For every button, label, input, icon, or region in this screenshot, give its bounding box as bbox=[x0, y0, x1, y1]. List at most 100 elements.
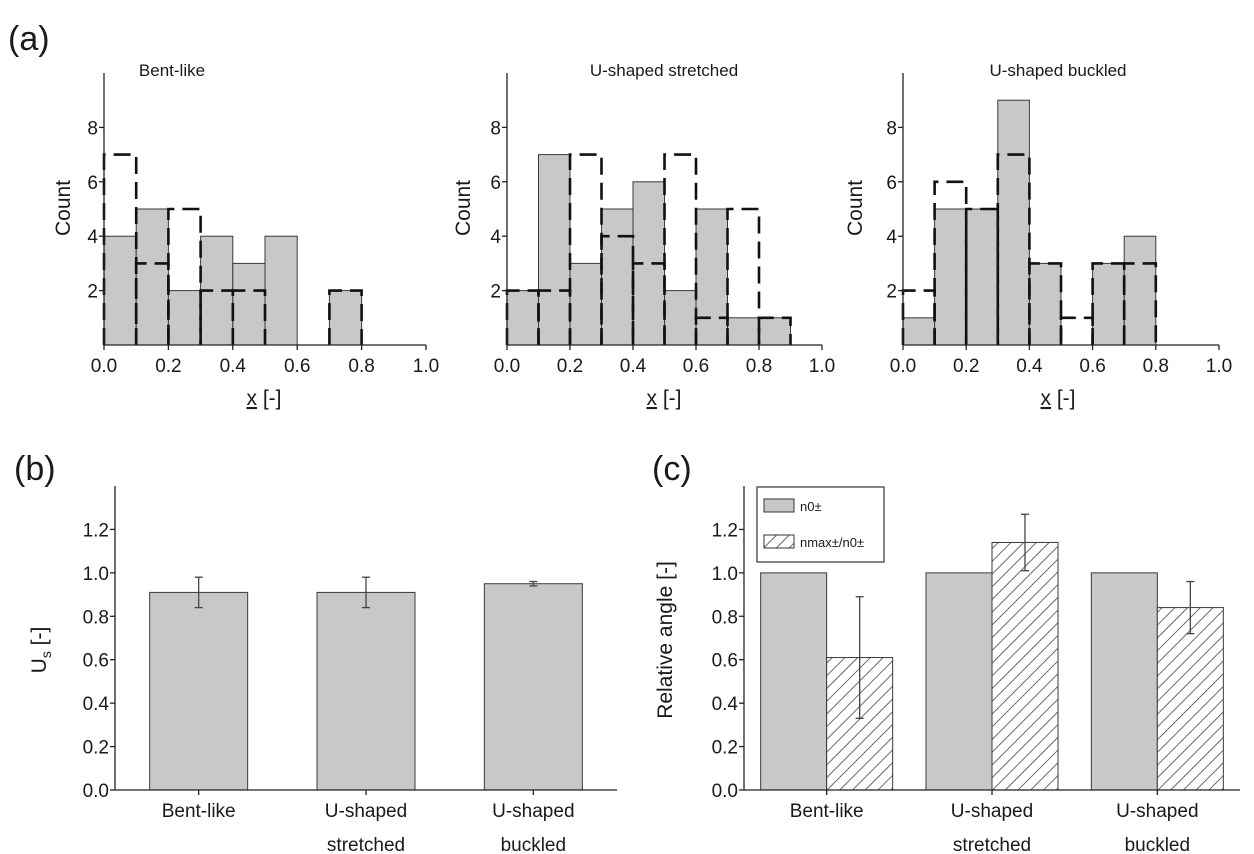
y-axis-label: Count bbox=[452, 180, 475, 236]
bar-filled bbox=[925, 572, 993, 791]
bar-filled bbox=[760, 572, 828, 791]
histogram-bar bbox=[1123, 235, 1157, 346]
x-tick-label: U-shaped bbox=[951, 801, 1033, 822]
x-axis-unit: [-] bbox=[657, 387, 682, 410]
y-tick-label: 0.4 bbox=[83, 694, 110, 715]
histogram-dashed-bar bbox=[167, 207, 202, 345]
y-tick-label: 2 bbox=[490, 282, 501, 303]
x-tick-label: Bent-like bbox=[790, 801, 864, 822]
panel-label-c: (c) bbox=[652, 450, 692, 488]
chart-title: Bent-like bbox=[139, 61, 205, 80]
y-tick-label: 1.2 bbox=[83, 520, 109, 541]
y-tick-label: 0.2 bbox=[712, 738, 738, 759]
histogram-dashed-bar bbox=[1122, 262, 1158, 345]
histogram-bar bbox=[538, 154, 571, 346]
x-tick-label: 0.6 bbox=[284, 356, 310, 377]
y-tick-label: 4 bbox=[87, 227, 98, 248]
histogram-bar bbox=[997, 99, 1030, 346]
legend-swatch-filled bbox=[763, 498, 795, 513]
y-tick-label: 6 bbox=[87, 173, 98, 194]
histogram-dashed-bar bbox=[231, 289, 267, 345]
legend-label-ratio: nmax±/n0± bbox=[800, 535, 864, 550]
histogram-dashed-bar bbox=[1028, 262, 1063, 345]
panel-label-b: (b) bbox=[14, 450, 56, 488]
histogram-dashed-bar bbox=[328, 289, 363, 345]
chart-panel-b: 0.0 0.2 0.4 0.6 0.8 1.0 1.2 Bent-like U-shaped st… bbox=[28, 486, 617, 854]
histogram-dashed-bar bbox=[1059, 316, 1094, 345]
x-tick-label: 0.4 bbox=[620, 356, 647, 377]
histogram-bar bbox=[758, 317, 791, 346]
y-tick-label: 0.6 bbox=[712, 651, 738, 672]
histogram-bar bbox=[902, 317, 936, 346]
x-tick-label: 1.0 bbox=[1206, 356, 1232, 377]
histogram-dashed-bar bbox=[102, 153, 138, 345]
histogram-dashed-bar bbox=[663, 153, 698, 345]
x-tick-label: 0.0 bbox=[890, 356, 916, 377]
y-tick-label: 6 bbox=[490, 173, 501, 194]
y-tick-label: 0.8 bbox=[83, 607, 109, 628]
y-tick-label: 0.6 bbox=[83, 651, 109, 672]
histogram-bar bbox=[569, 262, 602, 346]
x-axis-label: x [-] bbox=[247, 387, 282, 410]
y-tick-label: 4 bbox=[490, 227, 501, 248]
chart-title: U-shaped stretched bbox=[590, 61, 738, 80]
x-tick-label: 0.4 bbox=[220, 356, 247, 377]
histogram-dashed-bar bbox=[726, 207, 761, 345]
histogram-bar bbox=[727, 317, 760, 346]
bar bbox=[149, 591, 249, 791]
y-tick-label: 8 bbox=[87, 118, 98, 139]
x-tick-label: 0.8 bbox=[746, 356, 772, 377]
histogram-bar bbox=[264, 235, 298, 346]
x-tick-label: 0.6 bbox=[1079, 356, 1105, 377]
x-tick-label: 0.2 bbox=[953, 356, 979, 377]
x-tick-label: buckled bbox=[1125, 835, 1191, 854]
bar-hatched bbox=[991, 541, 1059, 791]
histogram-bar bbox=[664, 290, 697, 346]
legend: n0± nmax±/n0± bbox=[756, 486, 885, 563]
y-tick-label: 0.8 bbox=[712, 607, 738, 628]
histogram-dashed-bar bbox=[568, 153, 603, 345]
x-axis-symbol: x bbox=[647, 387, 658, 410]
x-axis-symbol: x bbox=[247, 387, 258, 410]
y-axis-label: Count bbox=[844, 180, 867, 236]
y-tick-label: 8 bbox=[886, 118, 897, 139]
histogram-u-shaped-stretched: U-shaped stretched 0.0 0.2 0.4 0.6 0.8 1.0 2 4 6… bbox=[452, 61, 835, 410]
x-tick-label: U-shaped bbox=[1116, 801, 1198, 822]
bar bbox=[316, 591, 416, 791]
histogram-bar bbox=[232, 262, 266, 346]
histogram-bar bbox=[167, 290, 202, 346]
y-tick-label: 0.0 bbox=[83, 781, 109, 802]
x-tick-label: U-shaped bbox=[325, 801, 407, 822]
panel-label-a: (a) bbox=[8, 20, 50, 58]
histogram-dashed-bar bbox=[600, 234, 635, 345]
bar bbox=[483, 583, 583, 791]
x-axis-label: x [-] bbox=[1041, 387, 1076, 410]
x-tick-label: 0.0 bbox=[91, 356, 117, 377]
x-tick-label: 0.2 bbox=[155, 356, 181, 377]
histogram-bar bbox=[934, 208, 967, 346]
y-tick-label: 0.2 bbox=[83, 738, 109, 759]
y-tick-label: 1.0 bbox=[712, 564, 738, 585]
x-tick-label: 1.0 bbox=[809, 356, 835, 377]
y-axis-label: Us [-] bbox=[28, 627, 54, 674]
histogram-bar bbox=[1028, 262, 1062, 346]
x-axis-unit: [-] bbox=[257, 387, 282, 410]
y-axis-unit: [-] bbox=[28, 627, 51, 652]
histogram-bar bbox=[506, 290, 539, 346]
histogram-bar bbox=[965, 208, 999, 346]
y-tick-label: 1.0 bbox=[83, 564, 109, 585]
x-axis-unit: [-] bbox=[1051, 387, 1076, 410]
y-tick-label: 4 bbox=[886, 227, 897, 248]
histogram-bar bbox=[695, 208, 728, 346]
x-tick-label: 0.8 bbox=[1143, 356, 1169, 377]
histogram-bar bbox=[601, 208, 634, 346]
x-tick-label: stretched bbox=[953, 835, 1031, 854]
x-tick-label: 1.0 bbox=[413, 356, 439, 377]
y-tick-label: 6 bbox=[886, 173, 897, 194]
bar-filled bbox=[1090, 572, 1158, 791]
x-tick-label: 0.6 bbox=[683, 356, 709, 377]
y-axis-label: Relative angle [-] bbox=[654, 561, 677, 719]
y-tick-label: 0.0 bbox=[712, 781, 738, 802]
histogram-dashed-bar bbox=[757, 316, 792, 345]
bar-hatched bbox=[1156, 607, 1224, 791]
